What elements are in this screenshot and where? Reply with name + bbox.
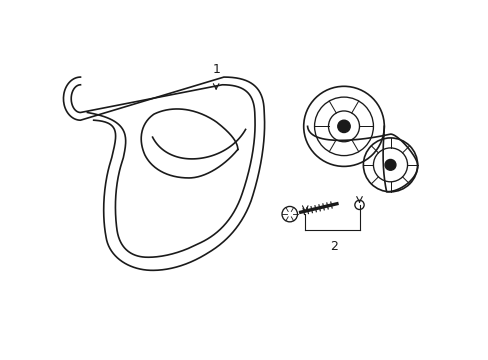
Text: 2: 2 bbox=[329, 240, 337, 253]
Circle shape bbox=[337, 120, 349, 132]
Text: 1: 1 bbox=[212, 63, 220, 76]
Circle shape bbox=[384, 159, 395, 170]
